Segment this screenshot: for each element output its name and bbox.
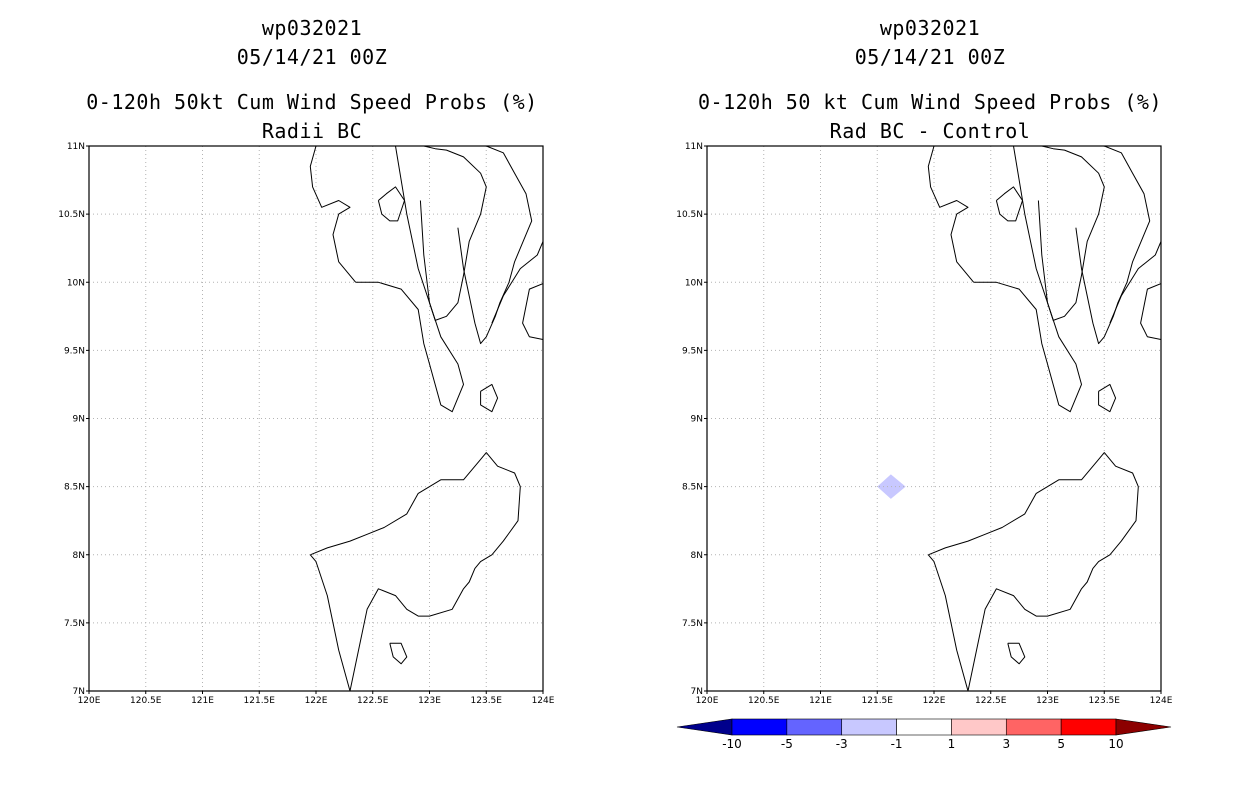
y-tick-label: 10.5N [676,210,703,220]
colorbar-label: -1 [891,737,903,751]
y-tick-label: 9.5N [64,346,85,356]
colorbar-label: -10 [722,737,742,751]
coastline-1 [973,146,1082,413]
x-tick-label: 124E [532,696,555,706]
x-tick-label: 121E [191,696,214,706]
colorbar-label: 1 [948,737,956,751]
right-map-panel: 120E 120.5E 121E 121.5E 122E 122.5E 123E 123.5E… [676,142,1173,706]
colorbar-swatch-6 [1005,718,1062,736]
colorbar-swatch-1 [731,718,788,736]
coastline-0 [927,146,975,283]
y-tick-label: 9N [691,415,703,425]
coastline-4 [491,241,543,324]
colorbar-label: -5 [781,737,793,751]
y-tick-label: 9.5N [682,346,703,356]
coastline-5 [1140,283,1161,340]
coastline-7 [480,383,499,413]
y-tick-label: 10N [67,278,85,288]
y-tick-label: 10N [685,278,703,288]
y-tick-label: 9N [73,415,85,425]
x-tick-label: 122.5E [357,696,389,706]
colorbar-swatch-7 [1060,718,1117,736]
left-map-panel: 120E 120.5E 121E 121.5E 122E 122.5E 123E 123.5E… [58,142,555,706]
left-storm-id: wp032021 [261,16,363,40]
y-tick-label: 8.5N [682,483,703,493]
coastline-6 [995,186,1023,222]
coastline-7 [1098,383,1117,413]
right-storm-id: wp032021 [879,16,981,40]
x-tick-label: 124E [1150,696,1173,706]
x-tick-label: 120E [78,696,101,706]
x-tick-label: 122E [305,696,328,706]
colorbar-swatch-0 [676,718,733,736]
x-tick-label: 121E [809,696,832,706]
x-tick-label: 122E [923,696,946,706]
right-chart-subtitle: Rad BC - Control [829,119,1031,143]
colorbar-swatch-2 [786,718,843,736]
coastline-3 [1075,146,1151,345]
x-tick-label: 123E [1036,696,1059,706]
y-tick-label: 8N [73,551,85,561]
colorbar-label: -3 [836,737,848,751]
x-tick-label: 123.5E [471,696,503,706]
y-tick-label: 7N [73,687,85,697]
coastlines [309,146,543,691]
coastline-0 [309,146,357,283]
coastline-9 [310,452,521,691]
coastline-10 [1007,642,1026,665]
coastline-6 [377,186,405,222]
left-chart-subtitle: Radii BC [261,119,363,143]
coastline-8 [927,554,969,691]
y-tick-label: 11N [67,142,85,152]
x-tick-label: 121.5E [244,696,276,706]
x-tick-label: 120.5E [748,696,780,706]
coastline-1 [355,146,464,413]
colorbar-swatch-8 [1115,718,1172,736]
y-tick-label: 7N [691,687,703,697]
x-tick-label: 123.5E [1089,696,1121,706]
right-datetime: 05/14/21 00Z [854,45,1006,69]
colorbar-swatch-3 [841,718,897,736]
left-chart-title: 0-120h 50kt Cum Wind Speed Probs (%) [86,90,538,114]
colorbar: -10 -5 -3 -1 1 3 5 10 [676,718,1172,751]
coastline-5 [522,283,543,340]
x-tick-label: 120.5E [130,696,162,706]
x-tick-label: 120E [696,696,719,706]
y-tick-label: 8N [691,551,703,561]
coastline-3 [457,146,533,345]
colorbar-swatch-4 [896,718,952,736]
colorbar-label: 5 [1057,737,1065,751]
coastline-4 [1109,241,1161,324]
colorbar-label: 10 [1108,737,1123,751]
y-tick-label: 10.5N [58,210,85,220]
x-tick-label: 123E [418,696,441,706]
x-tick-label: 122.5E [975,696,1007,706]
coastlines [927,146,1161,691]
colorbar-swatch-5 [951,718,1007,736]
colorbar-label: 3 [1002,737,1010,751]
y-tick-label: 7.5N [64,619,85,629]
coastline-2 [1030,146,1105,321]
coastline-2 [412,146,487,321]
left-datetime: 05/14/21 00Z [236,45,388,69]
y-tick-label: 8.5N [64,483,85,493]
right-chart-title: 0-120h 50 kt Cum Wind Speed Probs (%) [697,90,1163,114]
x-tick-label: 121.5E [862,696,894,706]
coastline-10 [389,642,408,665]
y-tick-label: 7.5N [682,619,703,629]
coastline-9 [928,452,1139,691]
y-tick-label: 11N [685,142,703,152]
coastline-8 [309,554,351,691]
